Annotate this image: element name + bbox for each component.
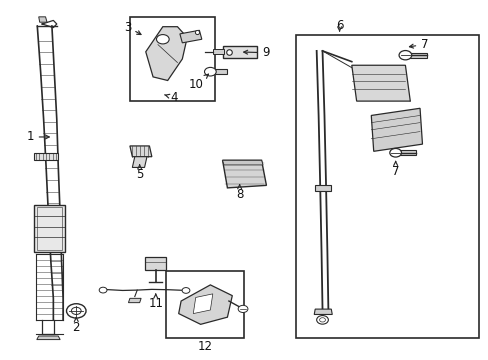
Polygon shape xyxy=(315,185,330,191)
Polygon shape xyxy=(34,153,58,160)
Polygon shape xyxy=(128,298,141,303)
Bar xyxy=(166,271,244,338)
Polygon shape xyxy=(370,108,422,151)
Polygon shape xyxy=(222,160,266,188)
Polygon shape xyxy=(37,336,60,339)
Bar xyxy=(295,35,478,338)
Polygon shape xyxy=(399,150,415,155)
Text: 3: 3 xyxy=(123,21,131,34)
Text: 6: 6 xyxy=(335,19,343,32)
Circle shape xyxy=(319,318,325,322)
Polygon shape xyxy=(409,53,427,58)
Text: 9: 9 xyxy=(243,46,270,59)
Text: 2: 2 xyxy=(72,317,80,333)
Polygon shape xyxy=(314,309,331,315)
Circle shape xyxy=(71,307,81,315)
Text: 7: 7 xyxy=(408,38,428,51)
Text: 4: 4 xyxy=(164,91,177,104)
Polygon shape xyxy=(212,49,224,54)
Text: 8: 8 xyxy=(235,185,243,201)
Circle shape xyxy=(99,287,107,293)
Polygon shape xyxy=(130,146,152,157)
Circle shape xyxy=(156,35,169,44)
Polygon shape xyxy=(222,160,263,165)
Text: 11: 11 xyxy=(148,294,163,310)
Polygon shape xyxy=(145,27,187,81)
Circle shape xyxy=(316,316,328,324)
Circle shape xyxy=(182,288,189,293)
Circle shape xyxy=(204,67,216,76)
Circle shape xyxy=(389,148,401,157)
Text: 12: 12 xyxy=(198,340,213,353)
Bar xyxy=(130,17,215,101)
Circle shape xyxy=(66,304,86,318)
Polygon shape xyxy=(34,205,65,252)
Polygon shape xyxy=(193,294,212,314)
Polygon shape xyxy=(132,157,147,167)
Polygon shape xyxy=(178,285,232,324)
Text: 10: 10 xyxy=(188,74,208,91)
Polygon shape xyxy=(351,65,409,101)
Polygon shape xyxy=(222,45,256,58)
Text: 1: 1 xyxy=(26,130,49,144)
Polygon shape xyxy=(39,17,47,22)
Text: 7: 7 xyxy=(391,161,399,177)
Polygon shape xyxy=(215,69,227,74)
Polygon shape xyxy=(180,30,202,43)
Circle shape xyxy=(398,50,411,60)
Circle shape xyxy=(238,305,247,312)
Text: 5: 5 xyxy=(136,165,143,181)
Polygon shape xyxy=(144,257,166,270)
